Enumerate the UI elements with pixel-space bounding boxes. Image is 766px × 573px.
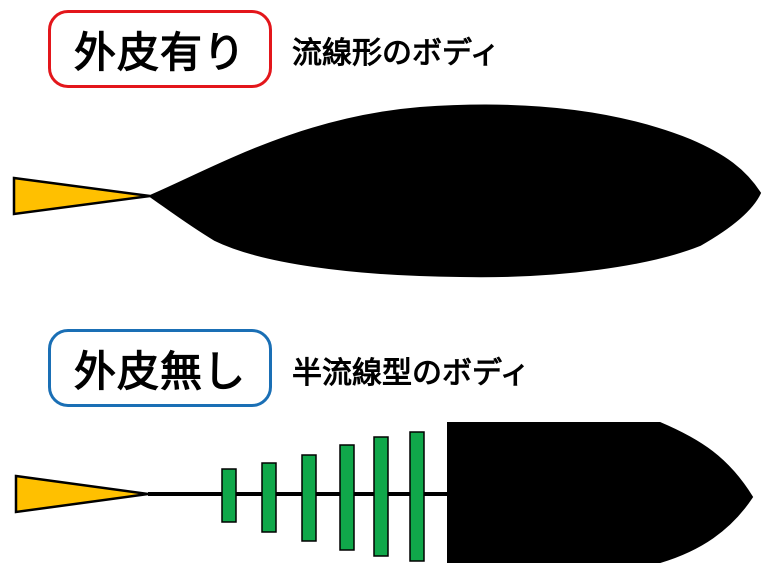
bottom-rib-1 bbox=[221, 468, 237, 523]
label-with-skin: 外皮有り bbox=[48, 10, 272, 88]
bottom-rib-4 bbox=[339, 444, 355, 551]
top-streamlined-body bbox=[147, 104, 762, 278]
bottom-ribs-group bbox=[221, 431, 425, 562]
bottom-tail-fin bbox=[14, 474, 149, 514]
label-without-skin: 外皮無し bbox=[48, 329, 272, 407]
bottom-rib-3 bbox=[301, 454, 317, 542]
caption-streamlined-body: 流線形のボディ bbox=[292, 36, 500, 71]
bottom-rib-5 bbox=[373, 436, 389, 557]
top-tail-fin bbox=[12, 176, 151, 216]
bottom-semi-streamlined-body bbox=[447, 422, 754, 563]
bottom-rib-2 bbox=[261, 462, 277, 533]
bottom-rib-6 bbox=[409, 431, 425, 562]
caption-semi-streamlined-body: 半流線型のボディ bbox=[292, 356, 530, 391]
